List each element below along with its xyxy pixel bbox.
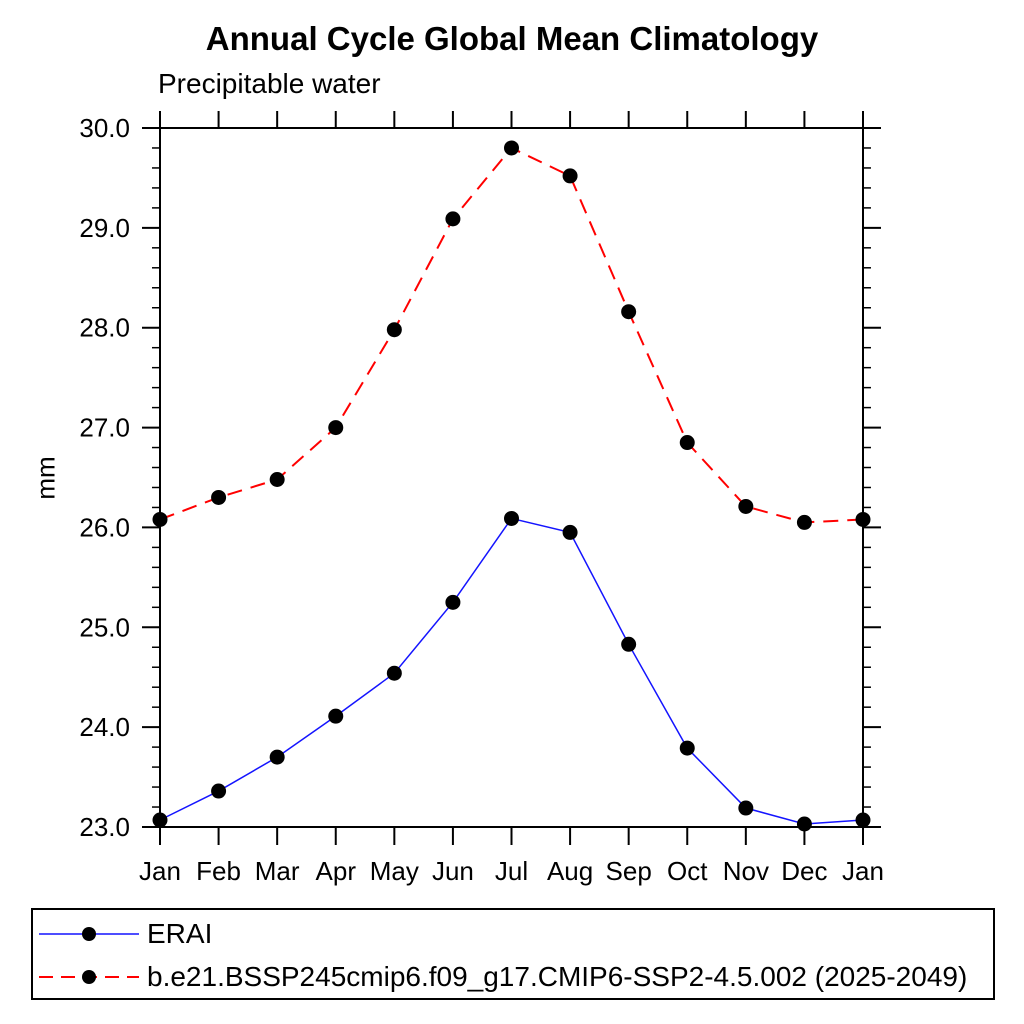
x-tick-label: May [370,856,419,886]
x-tick-label: Apr [316,856,357,886]
data-point-marker [152,511,168,527]
legend-item-model: b.e21.BSSP245cmip6.f09_g17.CMIP6-SSP2-4.… [39,955,993,998]
data-point-marker [738,498,754,514]
y-tick-label: 28.0 [79,313,130,343]
chart-title: Annual Cycle Global Mean Climatology [205,20,819,57]
y-tick-label: 25.0 [79,612,130,642]
data-point-marker [269,471,285,487]
data-point-marker [621,636,637,652]
x-tick-label: Oct [667,856,708,886]
x-tick-label: Aug [547,856,593,886]
data-point-marker [445,211,461,227]
y-tick-label: 26.0 [79,512,130,542]
chart-subtitle: Precipitable water [158,68,381,99]
data-point-marker [796,514,812,530]
series-line-0 [159,517,864,825]
data-point-marker [328,420,344,436]
legend-box: ERAI b.e21.BSSP245cmip6.f09_g17.CMIP6-SS… [31,908,995,1000]
legend-solid-line-sample [39,926,139,941]
y-tick-label: 23.0 [79,812,130,842]
data-point-marker [504,140,519,156]
data-point-marker [269,749,285,765]
y-tick-label: 30.0 [79,113,130,143]
x-tick-label: Jan [139,856,181,886]
data-point-marker [328,708,344,724]
plot-area: Jan Feb Mar Apr May Jun Jul Aug Sep Oct Nov Dec Jan 2… [79,111,884,886]
data-point-marker [386,665,402,681]
legend-dashed-line-sample [39,969,139,984]
data-point-marker [621,304,637,320]
data-point-marker [679,740,695,756]
x-tick-label: Nov [723,856,769,886]
y-tick-label: 29.0 [79,213,130,243]
data-point-marker [855,511,871,527]
data-point-marker [504,510,519,526]
data-point-marker [738,800,754,816]
x-tick-label: Jul [495,856,528,886]
legend-label-erai: ERAI [147,917,213,949]
data-point-marker [562,524,578,540]
legend-label-model: b.e21.BSSP245cmip6.f09_g17.CMIP6-SSP2-4.… [147,960,968,992]
y-tick-label: 27.0 [79,413,130,443]
data-point-marker [562,168,578,184]
legend-sample-marker [82,969,96,984]
x-tick-label: Feb [196,856,241,886]
data-point-marker [211,783,227,799]
x-tick-label: Jan [842,856,884,886]
data-point-marker [152,812,168,828]
x-tick-label: Dec [781,856,827,886]
data-point-marker [211,489,227,505]
data-point-marker [386,322,402,338]
x-tick-label: Jun [432,856,474,886]
data-point-marker [855,812,871,828]
x-tick-label: Mar [255,856,300,886]
axis-frame [159,127,864,828]
series-line-1 [159,146,864,524]
legend-item-erai: ERAI [39,912,993,955]
data-point-marker [679,435,695,451]
x-tick-label: Sep [606,856,652,886]
data-point-marker [796,816,812,832]
data-point-marker [445,594,461,610]
y-tick-label: 24.0 [79,712,130,742]
legend-sample-marker [82,926,96,941]
